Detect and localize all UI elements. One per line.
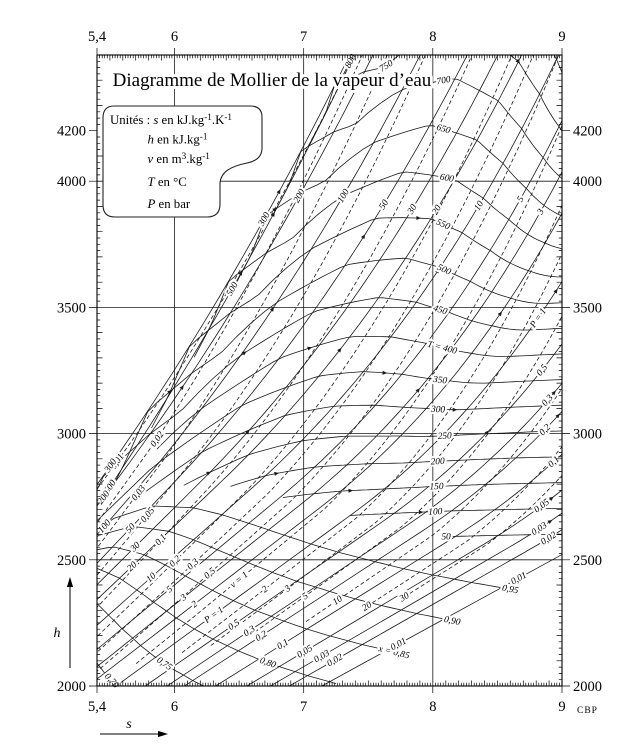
curve-label: 0,80 [258, 656, 277, 671]
tick-label: 7 [300, 699, 307, 715]
curve-label: 0,01 [509, 571, 528, 588]
legend-line: v en m3.kg-1 [148, 151, 211, 166]
chart-title: Diagramme de Mollier de la vapeur d’eau [113, 70, 432, 91]
tick-label: 3500 [573, 300, 602, 316]
curve-label: T = 400 [426, 340, 458, 357]
tick-label: 7 [300, 29, 307, 45]
axis-ticks [89, 48, 570, 693]
legend-line: Unités : s en kJ.kg-1.K-1 [110, 112, 232, 127]
tick-label: 9 [558, 699, 565, 715]
curve-label: 30 [397, 591, 411, 605]
x-axis-arrow [100, 730, 168, 738]
curve-label: 550 [434, 217, 451, 232]
curve-label: 0,2 [168, 554, 184, 570]
curve-label: 50 [441, 532, 451, 542]
units-legend: Unités : s en kJ.kg-1.K-1 h en kJ.kg-1 v e… [102, 105, 263, 218]
curve-label: 30 [406, 203, 420, 217]
isotherm-curves [96, 54, 563, 538]
tick-label: 9 [558, 29, 565, 45]
tick-label: 4200 [573, 124, 602, 140]
tick-label: 3000 [57, 427, 86, 443]
direction-arrows [167, 57, 560, 580]
curve-label: 10 [331, 594, 345, 608]
curve-label: 0,1 [276, 638, 291, 653]
curve-label: 0,75 [154, 655, 173, 673]
curve-label: 0,05 [139, 506, 157, 525]
y-axis-arrow [66, 577, 74, 668]
tick-label: 3500 [57, 300, 86, 316]
curve-label: 5 [516, 195, 527, 204]
curve-label: 0,3 [186, 557, 202, 573]
curve-label: 20 [126, 560, 140, 574]
curve-label: 0,90 [443, 615, 461, 628]
curve-label: 50 [378, 198, 392, 211]
tick-label: 4000 [573, 174, 602, 190]
curve-label: 2 [260, 584, 270, 595]
curve-label: 0,5 [227, 618, 243, 633]
curve-label: 3 [535, 207, 547, 217]
tick-label: 8 [429, 699, 436, 715]
corner-note: CBP [577, 706, 598, 716]
curve-label: 500 [435, 263, 452, 278]
curve-label: P = 1 [202, 605, 226, 626]
tick-label: 6 [171, 29, 178, 45]
tick-label: 4200 [57, 124, 86, 140]
tick-label: 6 [171, 699, 178, 715]
tick-label: 5,4 [88, 699, 107, 715]
tick-label: 2500 [57, 553, 86, 569]
curve-label: 0,5 [202, 566, 218, 581]
tick-label: 2500 [573, 553, 602, 569]
curve-label: 250 [437, 431, 452, 442]
curve-label: P = 1 [528, 307, 549, 331]
curve-label: 100 [336, 187, 352, 204]
x-axis-label: s [126, 717, 132, 732]
tick-label: 3000 [573, 427, 602, 443]
curve-label: 700 [436, 75, 452, 87]
tick-label: 5,4 [88, 29, 107, 45]
curve-label: 0,05 [296, 643, 315, 660]
curve-label: 100 [428, 507, 443, 518]
legend-line: h en kJ.kg-1 [148, 132, 208, 147]
tick-label: 2000 [57, 679, 86, 695]
curve-label: 150 [429, 482, 444, 493]
tick-label: 8 [429, 29, 436, 45]
tick-label: 4000 [57, 174, 86, 190]
y-axis-label: h [54, 626, 61, 641]
curve-label: 650 [435, 123, 452, 137]
curve-label: 600 [439, 172, 455, 184]
legend-box [102, 105, 263, 218]
legend-line: P en bar [147, 197, 191, 211]
curve-label: 0,70 [102, 672, 121, 691]
curve-label: 350 [431, 375, 447, 387]
curve-label: v = 1 [229, 570, 251, 590]
curve-label: 300 [430, 405, 446, 416]
curve-label: 200 [430, 457, 445, 468]
curve-label: 20 [361, 600, 375, 614]
curve-label: 450 [432, 304, 449, 318]
tick-label: 2000 [573, 679, 602, 695]
curve-label: 30 [128, 540, 143, 555]
legend-line: T en °C [148, 175, 187, 189]
isochore-curves [96, 54, 563, 673]
curve-label: 0,2 [538, 422, 554, 438]
curve-label: 0,1 [154, 532, 169, 547]
curve-label: 10 [473, 199, 487, 212]
curve-label: 50 [124, 522, 138, 536]
